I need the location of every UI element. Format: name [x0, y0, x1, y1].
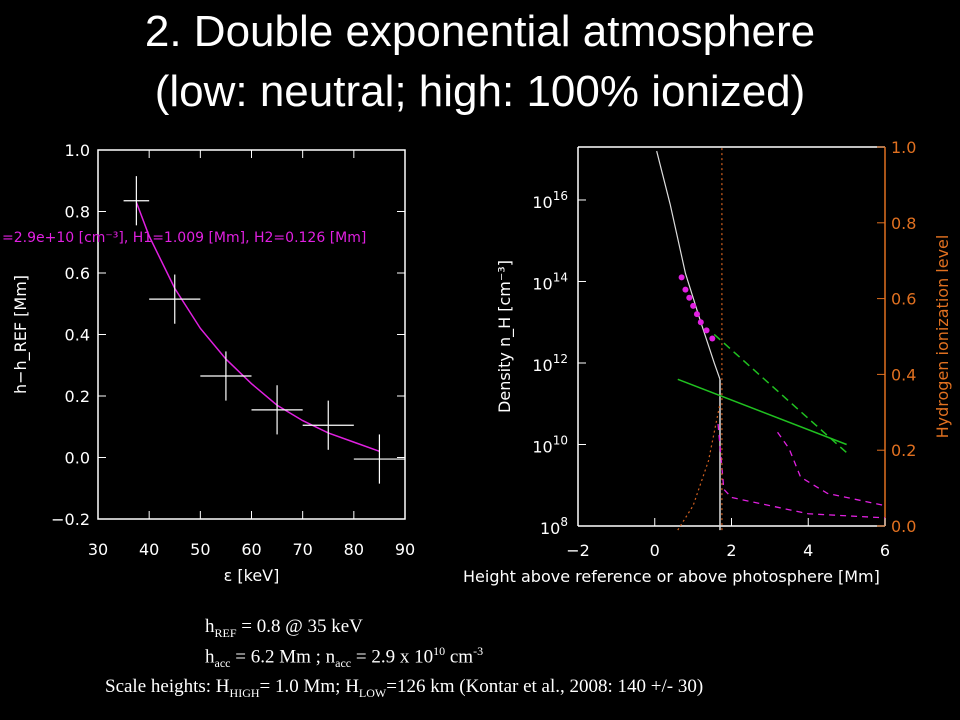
caption-text: h	[205, 646, 215, 668]
x-tick-label: 0	[650, 541, 660, 560]
fit-annotation: =2.9e+10 [cm⁻³], H1=1.009 [Mm], H2=0.126…	[2, 230, 366, 246]
caption-href: hREF = 0.8 @ 35 keV	[205, 616, 363, 641]
series-point	[678, 274, 685, 281]
caption-sup: 10	[433, 644, 446, 658]
y-tick-label: 0.4	[65, 326, 90, 345]
caption-sub: REF	[214, 625, 237, 640]
y-tick-label: −0.2	[51, 510, 90, 529]
slide-title-line1: 2. Double exponential atmosphere	[144, 7, 816, 56]
fit-line	[135, 202, 380, 453]
series-line-orange-dotted	[677, 403, 721, 531]
y-axis-label: h−h_REF [Mm]	[11, 275, 31, 394]
y-tick-label: 1014	[532, 270, 568, 293]
y-tick-label: 0.2	[65, 387, 90, 406]
y-tick-label: 0.0	[65, 449, 90, 468]
series-point	[686, 294, 693, 301]
x-axis-label: Height above reference or above photosph…	[463, 567, 880, 586]
x-tick-label: 80	[344, 540, 364, 559]
caption-sup: -3	[473, 644, 484, 658]
series-line-green-dashed	[713, 333, 848, 454]
y-tick-label: 1012	[532, 352, 568, 375]
x-tick-label: 70	[292, 540, 312, 559]
y-right-tick-label: 0.0	[891, 517, 916, 536]
caption-text: Scale heights: H	[105, 676, 230, 697]
caption-text: = 0.8 @ 35 keV	[236, 616, 363, 637]
y-right-tick-label: 0.4	[891, 365, 916, 384]
y-tick-label: 1010	[532, 433, 568, 456]
y-axis-label: Density n_H [cm⁻³]	[495, 260, 515, 413]
x-tick-label: −2	[566, 541, 590, 560]
y-right-tick-label: 0.8	[891, 214, 916, 233]
series-line-white-solid	[656, 150, 721, 380]
y-right-tick-label: 1.0	[891, 138, 916, 157]
x-tick-label: 50	[190, 540, 210, 559]
series-point	[682, 286, 689, 293]
x-tick-label: 30	[88, 540, 108, 559]
series-line-magenta-dashed	[777, 431, 886, 507]
x-tick-label: 4	[803, 541, 813, 560]
caption-sub: LOW	[358, 685, 387, 700]
y-right-tick-label: 0.2	[891, 441, 916, 460]
caption-text: = 1.0 Mm; H	[259, 676, 359, 697]
y-tick-label: 1016	[532, 189, 568, 212]
y-right-tick-label: 0.6	[891, 290, 916, 309]
x-axis-label: ε [keV]	[224, 566, 280, 585]
caption-text: = 6.2 Mm ; n	[230, 646, 336, 668]
x-tick-label: 2	[726, 541, 736, 560]
y-tick-label: 0.8	[65, 203, 90, 222]
y-tick-label: 1.0	[65, 141, 90, 160]
caption-sub: HIGH	[229, 685, 260, 700]
series-line-green-solid	[677, 378, 847, 446]
caption-sub: acc	[214, 656, 231, 671]
caption-text: cm	[445, 646, 474, 668]
series-point	[693, 311, 700, 318]
series-point	[697, 319, 704, 326]
series-point	[709, 335, 716, 342]
caption-sub: acc	[335, 656, 352, 671]
caption-text: =126 km (Kontar et al., 2008: 140 +/- 30…	[386, 676, 704, 697]
caption-text: = 2.9 x 10	[351, 646, 434, 668]
series-point	[703, 327, 710, 334]
slide-title-line2: (low: neutral; high: 100% ionized)	[154, 67, 806, 116]
series-line-magenta-dashed	[717, 424, 886, 519]
x-tick-label: 90	[395, 540, 415, 559]
caption-text: h	[205, 616, 215, 637]
caption-scale-heights: Scale heights: HHIGH= 1.0 Mm; HLOW=126 k…	[105, 676, 703, 701]
x-tick-label: 40	[139, 540, 159, 559]
y-tick-label: 0.6	[65, 264, 90, 283]
x-tick-label: 60	[241, 540, 261, 559]
series-point	[690, 302, 697, 309]
y-tick-label: 108	[540, 515, 568, 538]
x-tick-label: 6	[880, 541, 890, 560]
caption-hacc: hacc = 6.2 Mm ; nacc = 2.9 x 1010 cm-3	[205, 644, 483, 671]
y-right-axis-label: Hydrogen ionization level	[933, 235, 952, 439]
